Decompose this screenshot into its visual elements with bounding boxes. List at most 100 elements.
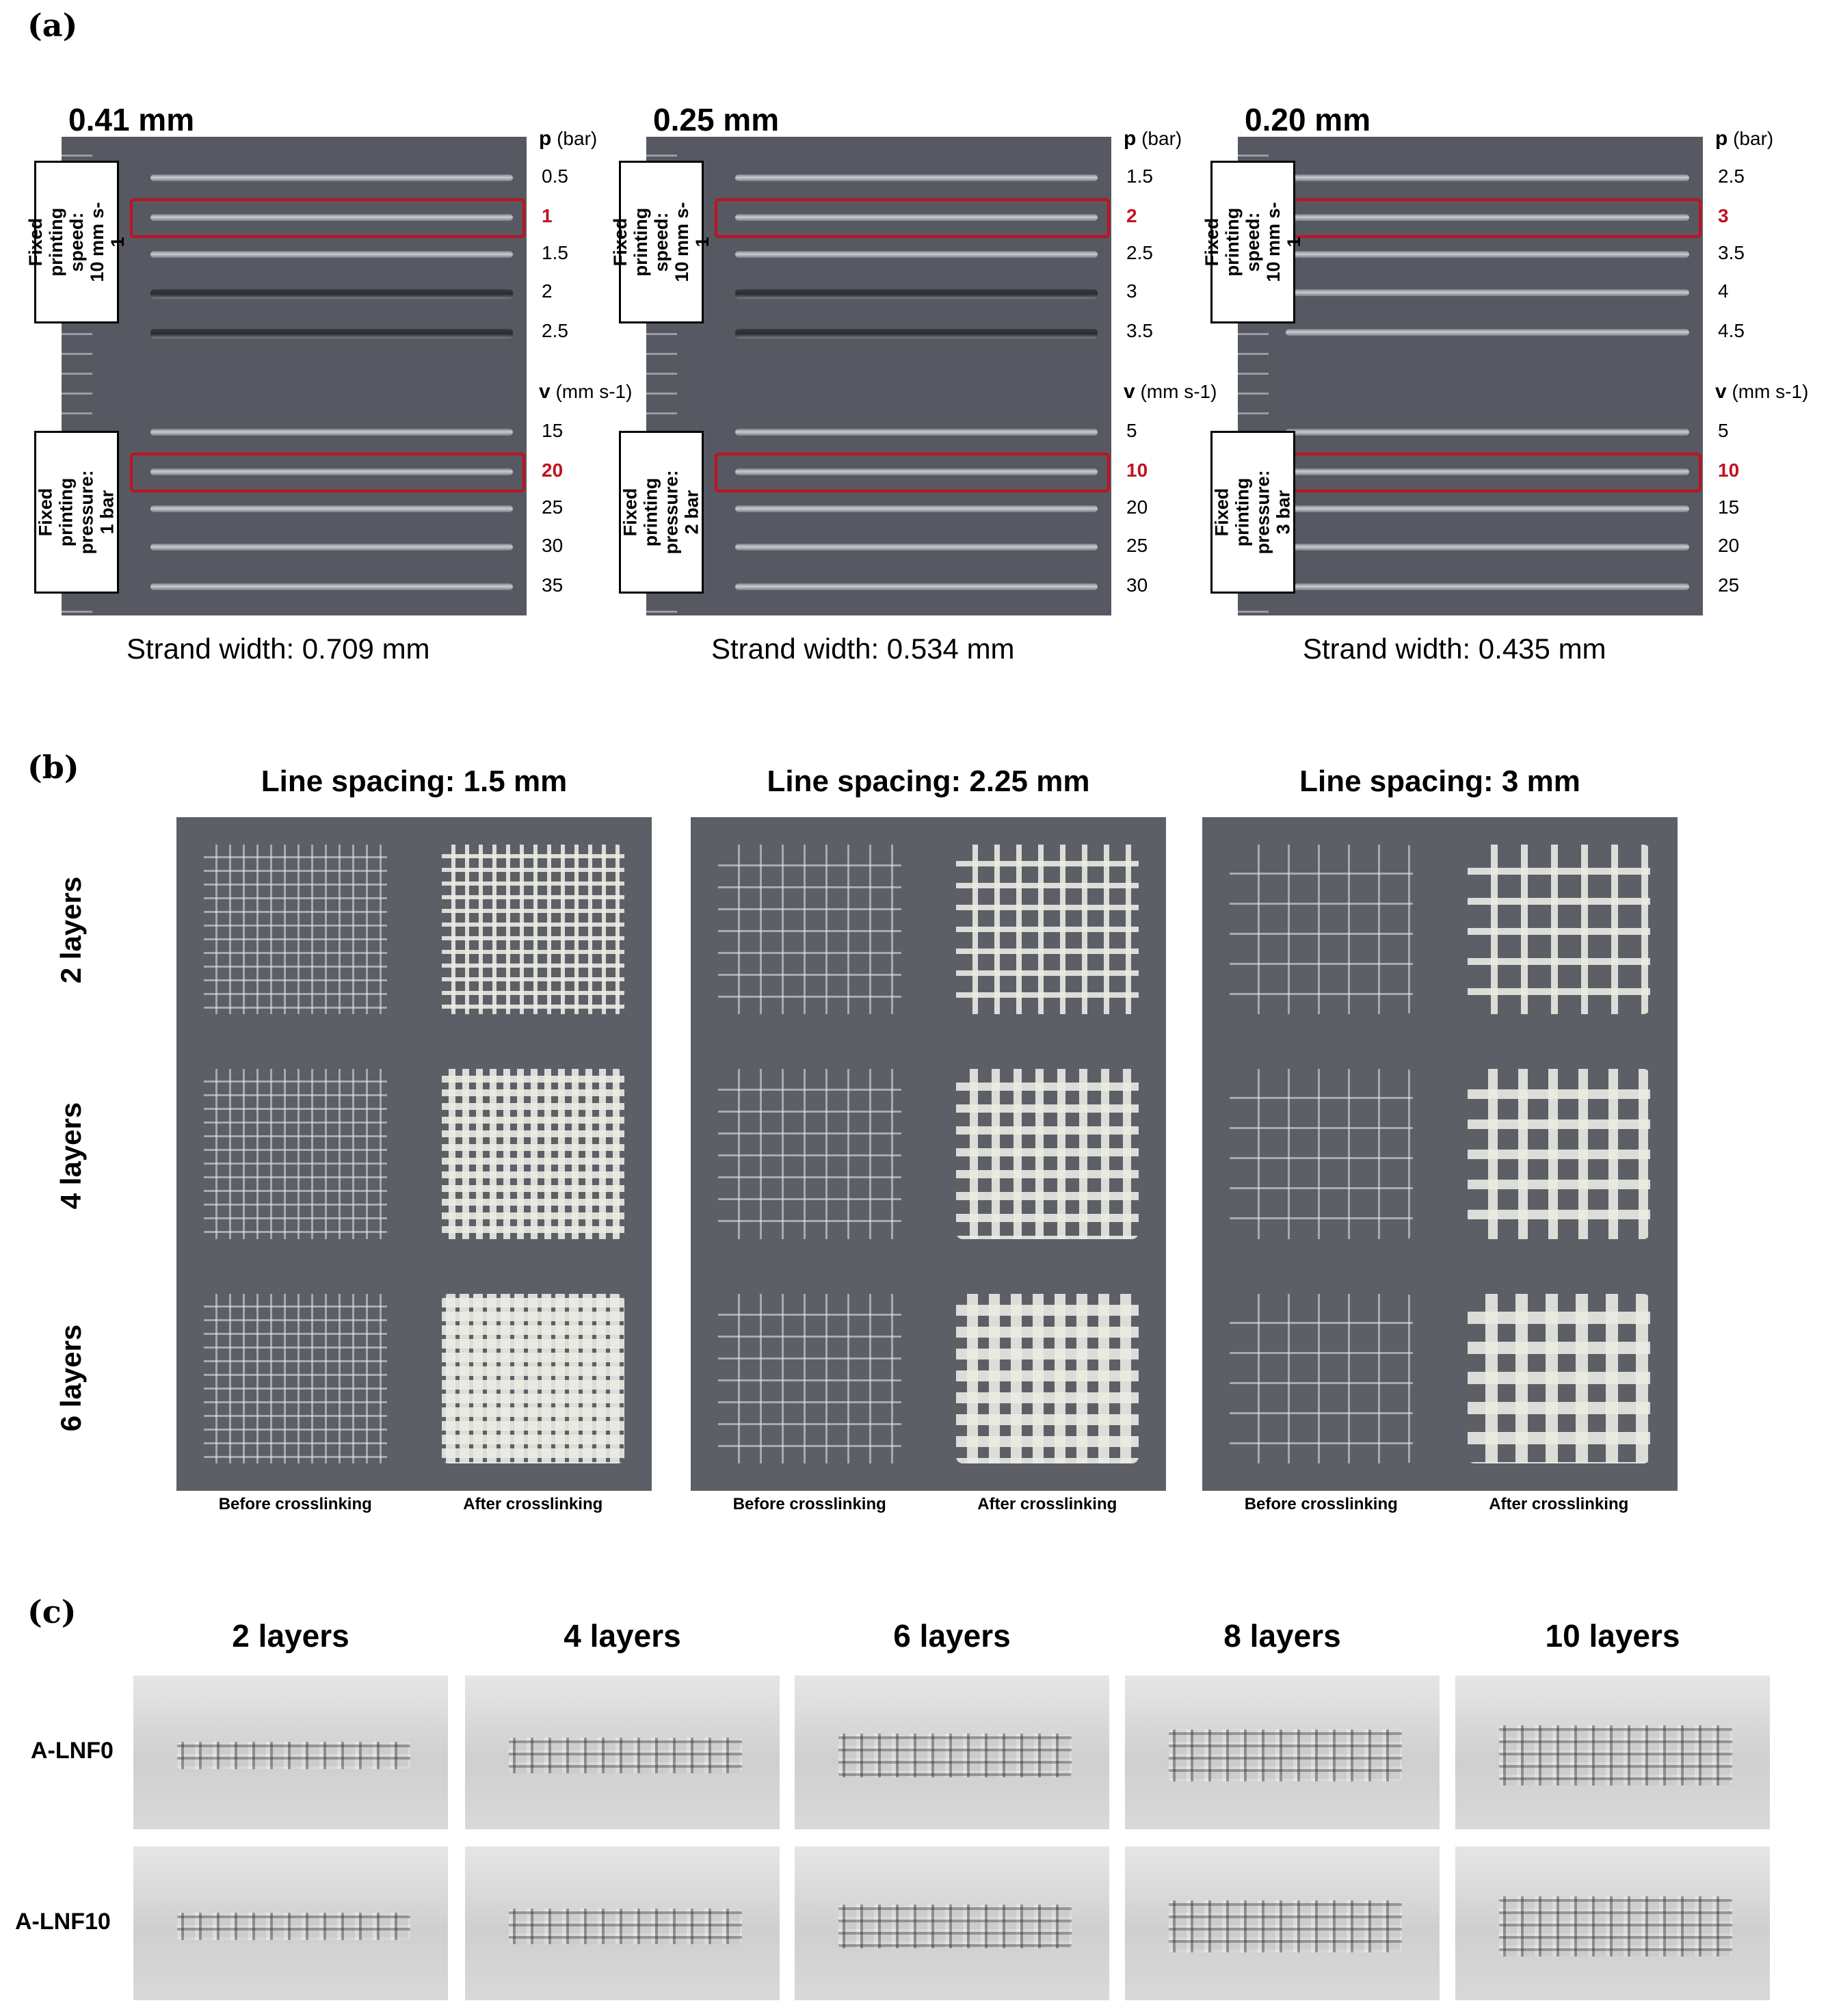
scaffold-side-view xyxy=(1125,1675,1440,1829)
pressure-axis-label: p (bar) xyxy=(1715,127,1774,150)
scaffold-side-view xyxy=(1125,1846,1440,2000)
scaffold-before-crosslinking xyxy=(1230,845,1413,1015)
scaffold-photo-grid xyxy=(1202,817,1678,1491)
scaffold-after-crosslinking xyxy=(955,845,1139,1015)
pressure-axis-label: p (bar) xyxy=(1124,127,1182,150)
speed-value: 5 xyxy=(1718,420,1729,441)
printed-strand xyxy=(735,544,1098,551)
printed-strand xyxy=(735,505,1098,512)
pressure-value: 2 xyxy=(542,280,553,302)
scaffold-side-view xyxy=(465,1846,780,2000)
scaffold-before-crosslinking xyxy=(1230,1293,1413,1463)
printed-strand xyxy=(1286,429,1689,436)
material-row-label: A-LNF10 xyxy=(15,1908,111,1935)
selected-pressure-highlight xyxy=(130,198,525,238)
line-spacing-title: Line spacing: 2.25 mm xyxy=(767,765,1090,798)
printed-strand xyxy=(735,289,1098,299)
panel-a-label: (a) xyxy=(27,7,78,44)
selected-speed-highlight xyxy=(1293,453,1701,492)
selected-speed-highlight xyxy=(130,453,525,492)
scaffold-side-view xyxy=(795,1846,1109,2000)
before-crosslinking-caption: Before crosslinking xyxy=(218,1495,372,1513)
speed-value: 25 xyxy=(1718,574,1740,596)
printed-strand xyxy=(1286,174,1689,181)
strand-width-label: Strand width: 0.534 mm xyxy=(711,633,1015,665)
strand-width-label: Strand width: 0.709 mm xyxy=(127,633,430,665)
printed-strand xyxy=(150,251,513,258)
strand-width-label: Strand width: 0.435 mm xyxy=(1303,633,1606,665)
line-spacing-title: Line spacing: 3 mm xyxy=(1299,765,1580,798)
layer-count-column-title: 4 layers xyxy=(564,1618,681,1654)
printed-strand xyxy=(735,583,1098,590)
pressure-value: 3.5 xyxy=(1126,320,1153,341)
speed-value: 25 xyxy=(542,496,564,518)
printed-strand xyxy=(150,174,513,181)
scaffold-after-crosslinking xyxy=(1467,1069,1650,1239)
pressure-value: 1.5 xyxy=(542,242,568,263)
pressure-value: 0.5 xyxy=(542,165,568,187)
layer-count-row-label: 4 layers xyxy=(55,1102,87,1210)
printed-strand xyxy=(1286,214,1689,221)
fixed-speed-box: Fixed printing speed: 10 mm s-1 xyxy=(610,161,713,323)
pressure-axis-label: p (bar) xyxy=(539,127,598,150)
printed-strand xyxy=(735,468,1098,475)
printed-strand xyxy=(150,544,513,551)
layer-count-row-label: 6 layers xyxy=(55,1324,87,1432)
nozzle-size-title: 0.20 mm xyxy=(1245,102,1371,137)
printed-strand xyxy=(735,251,1098,258)
speed-axis-label: v (mm s-1) xyxy=(1124,380,1217,403)
scaffold-before-crosslinking xyxy=(204,1293,387,1463)
speed-value: 15 xyxy=(1718,496,1740,518)
printed-strand xyxy=(735,214,1098,221)
selected-speed-highlight xyxy=(715,453,1110,492)
speed-value: 10 xyxy=(1718,460,1740,481)
line-spacing-title: Line spacing: 1.5 mm xyxy=(261,765,568,798)
printed-strand xyxy=(150,214,513,221)
fixed-pressure-box: Fixed printing pressure: 2 bar xyxy=(619,431,704,594)
layer-count-row-label: 2 layers xyxy=(55,876,87,984)
fixed-pressure-box: Fixed printing pressure: 3 bar xyxy=(1210,431,1295,594)
pressure-value: 2 xyxy=(1126,205,1137,226)
before-crosslinking-caption: Before crosslinking xyxy=(1244,1495,1398,1513)
scaffold-before-crosslinking xyxy=(718,845,901,1015)
printed-strand xyxy=(1286,329,1689,336)
selected-pressure-highlight xyxy=(715,198,1110,238)
printed-strand xyxy=(1286,544,1689,551)
selected-pressure-highlight xyxy=(1293,198,1701,238)
before-crosslinking-caption: Before crosslinking xyxy=(732,1495,886,1513)
pressure-value: 3.5 xyxy=(1718,242,1745,263)
after-crosslinking-caption: After crosslinking xyxy=(1489,1495,1629,1513)
printed-strand xyxy=(150,429,513,436)
scaffold-side-view xyxy=(133,1675,448,1829)
speed-value: 25 xyxy=(1126,535,1148,556)
after-crosslinking-caption: After crosslinking xyxy=(463,1495,603,1513)
speed-value: 10 xyxy=(1126,460,1148,481)
fixed-speed-box: Fixed printing speed: 10 mm s-1 xyxy=(25,161,128,323)
printed-strand xyxy=(735,174,1098,181)
layer-count-column-title: 10 layers xyxy=(1545,1618,1680,1654)
printed-strand xyxy=(150,583,513,590)
scaffold-after-crosslinking xyxy=(441,1069,624,1239)
pressure-value: 2.5 xyxy=(1126,242,1153,263)
speed-value: 20 xyxy=(1718,535,1740,556)
printed-strand xyxy=(1286,251,1689,258)
speed-axis-label: v (mm s-1) xyxy=(539,380,633,403)
panel-c-label: (c) xyxy=(27,1593,77,1630)
fixed-pressure-box: Fixed printing pressure: 1 bar xyxy=(34,431,119,594)
pressure-value: 4 xyxy=(1718,280,1729,302)
printed-strand xyxy=(150,505,513,512)
scaffold-photo-grid xyxy=(691,817,1166,1491)
material-row-label: A-LNF0 xyxy=(31,1737,114,1764)
scaffold-after-crosslinking xyxy=(955,1293,1139,1463)
scaffold-photo-grid xyxy=(176,817,652,1491)
printed-strand xyxy=(735,329,1098,339)
pressure-value: 4.5 xyxy=(1718,320,1745,341)
scaffold-side-view xyxy=(1455,1675,1770,1829)
speed-value: 20 xyxy=(542,460,564,481)
printed-strand xyxy=(1286,505,1689,512)
printed-strand xyxy=(150,329,513,339)
speed-value: 35 xyxy=(542,574,564,596)
nozzle-size-title: 0.25 mm xyxy=(653,102,780,137)
speed-value: 30 xyxy=(1126,574,1148,596)
scaffold-after-crosslinking xyxy=(955,1069,1139,1239)
